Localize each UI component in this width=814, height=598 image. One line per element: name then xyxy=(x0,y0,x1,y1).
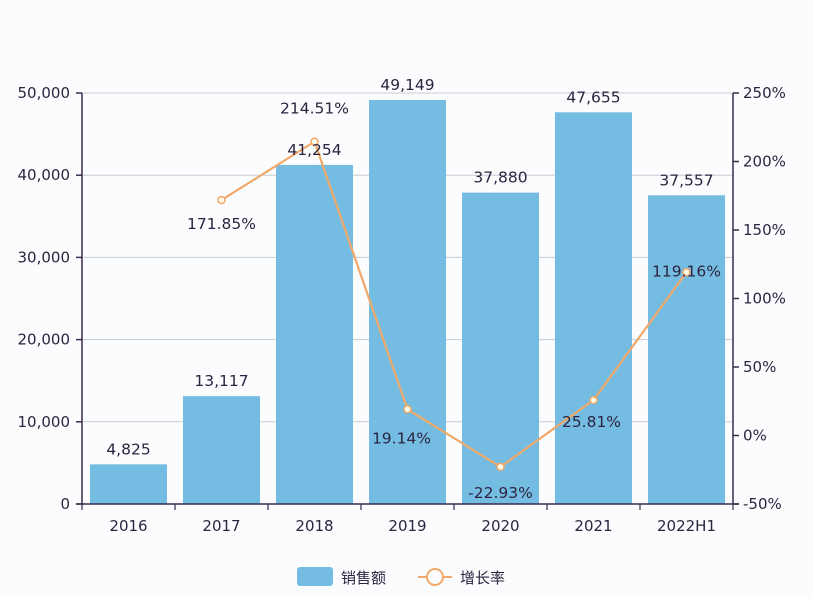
line-series-growth xyxy=(217,137,691,472)
growth-value-label: 171.85% xyxy=(187,215,256,233)
left-axis-label: 10,000 xyxy=(18,413,71,431)
x-axis-label: 2021 xyxy=(574,517,612,535)
bar-2021 xyxy=(555,112,632,504)
left-axis-label: 0 xyxy=(60,495,70,513)
left-axis-label: 20,000 xyxy=(18,331,71,349)
legend-label-growth: 增长率 xyxy=(460,569,505,587)
growth-point xyxy=(403,405,412,414)
bar-value-label: 49,149 xyxy=(380,76,434,94)
growth-value-label: 119.16% xyxy=(652,262,721,280)
x-axis-label: 2017 xyxy=(202,517,240,535)
growth-point xyxy=(496,462,505,472)
x-axis-label: 2018 xyxy=(295,517,333,535)
growth-point xyxy=(589,395,598,405)
x-axis-label: 2022H1 xyxy=(657,517,716,535)
x-axis-label: 2019 xyxy=(388,517,426,535)
x-axis-label: 2020 xyxy=(481,517,519,535)
growth-value-label: -22.93% xyxy=(468,484,533,502)
left-axis-label: 30,000 xyxy=(18,248,71,266)
bar-2017 xyxy=(183,396,260,504)
growth-point xyxy=(310,137,319,146)
bar-2016 xyxy=(90,464,167,504)
legend-label-sales: 销售额 xyxy=(341,569,386,587)
growth-point xyxy=(682,268,691,277)
data-labels: 4,825 13,117 41,254 49,149 37,880 47,655 37,55… xyxy=(106,76,721,502)
bar-value-label: 47,655 xyxy=(566,88,620,106)
right-axis-label: -50% xyxy=(743,495,782,513)
bar-2019 xyxy=(369,99,446,505)
bar-series-sales xyxy=(90,99,725,505)
right-axis-label: 100% xyxy=(743,290,786,308)
right-axis-label: 50% xyxy=(743,358,776,376)
bar-value-label: 37,557 xyxy=(659,171,713,189)
legend-swatch-sales xyxy=(297,567,333,586)
right-axis-label: 0% xyxy=(743,427,767,445)
growth-value-label: 214.51% xyxy=(280,100,349,118)
right-axis-label: 200% xyxy=(743,153,786,171)
axes: 0 10,000 20,000 30,000 40,000 50,000 -50% 0% 50%… xyxy=(18,84,786,535)
bar-2020 xyxy=(462,192,539,504)
bar-value-label: 4,825 xyxy=(106,440,150,458)
legend-circle-icon xyxy=(426,568,444,586)
bar-2018 xyxy=(276,164,353,504)
right-axis-label: 150% xyxy=(743,221,786,239)
growth-line xyxy=(220,140,688,469)
bar-2022H1 xyxy=(648,195,725,504)
legend: 销售额 增长率 xyxy=(297,567,505,587)
growth-point xyxy=(217,195,226,205)
growth-value-label: 25.81% xyxy=(562,413,621,431)
right-axis-label: 250% xyxy=(743,84,786,102)
left-axis-label: 50,000 xyxy=(18,84,71,102)
bar-value-label: 37,880 xyxy=(473,169,527,187)
left-axis-label: 40,000 xyxy=(18,166,71,184)
x-axis-label: 2016 xyxy=(109,517,147,535)
bar-value-label: 41,254 xyxy=(287,141,341,159)
bar-value-label: 13,117 xyxy=(194,372,248,390)
growth-value-label: 19.14% xyxy=(372,429,431,447)
